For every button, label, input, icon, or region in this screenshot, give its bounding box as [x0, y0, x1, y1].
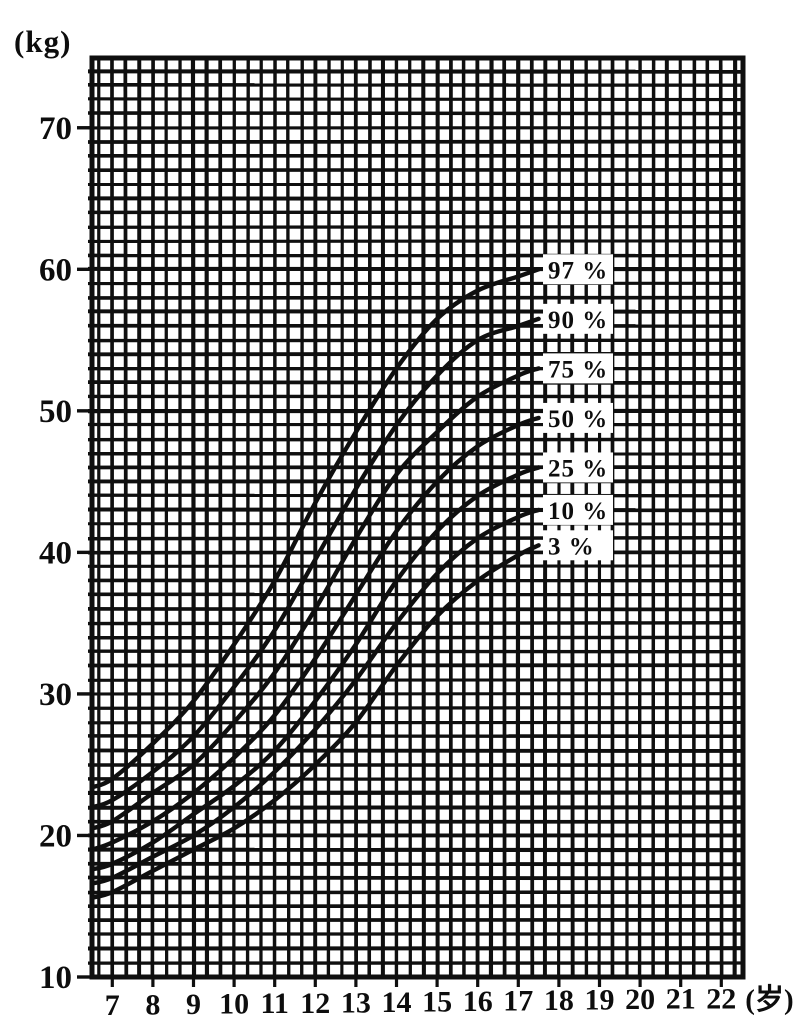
x-tick-label: 19	[585, 984, 615, 1017]
percentile-label-patch-75	[543, 353, 613, 384]
x-tick-label: 21	[666, 983, 696, 1016]
percentile-label-patch-25	[543, 452, 613, 483]
y-tick-label: 30	[39, 677, 72, 713]
y-tick-label: 40	[39, 535, 72, 571]
percentile-label-25: 25 %	[548, 455, 608, 482]
x-tick-label: 15	[422, 985, 452, 1018]
x-tick-label: 12	[300, 987, 330, 1020]
percentile-label-patch-10	[543, 494, 613, 525]
y-tick-label: 20	[39, 818, 72, 854]
x-tick-label: 18	[544, 984, 574, 1017]
percentile-label-90: 90 %	[548, 307, 608, 334]
x-tick-label: 7	[105, 989, 120, 1022]
plot-border	[89, 55, 746, 980]
percentile-curve-3	[89, 543, 541, 900]
percentile-curve-97	[89, 267, 541, 790]
y-axis-unit-label: (kg)	[14, 24, 72, 59]
percentile-label-10: 10 %	[548, 498, 608, 525]
x-tick-label: 14	[382, 986, 412, 1019]
x-axis-unit-label: (岁)	[745, 983, 793, 1016]
percentile-label-patch-50	[543, 402, 613, 433]
percentile-curve-50	[89, 415, 541, 852]
y-tick-label: 10	[39, 960, 72, 996]
percentile-label-patch-90	[543, 303, 613, 334]
x-tick-label: 9	[186, 988, 201, 1021]
grid-lines	[87, 57, 744, 978]
x-tick-label: 8	[145, 989, 160, 1022]
percentile-curve-90	[89, 316, 541, 810]
percentile-label-50: 50 %	[548, 406, 608, 433]
percentile-label-patch-97	[543, 254, 613, 285]
y-tick-label: 50	[39, 394, 72, 430]
x-tick-label: 17	[503, 985, 533, 1018]
x-tick-label: 13	[341, 986, 371, 1019]
x-tick-label: 10	[219, 988, 249, 1021]
percentile-label-patch-3	[543, 530, 613, 561]
percentile-label-3: 3 %	[548, 533, 595, 560]
percentile-label-75: 75 %	[548, 356, 608, 383]
x-tick-label: 11	[261, 987, 289, 1020]
percentile-curve-25	[89, 465, 541, 872]
x-tick-label: 16	[463, 985, 493, 1018]
percentile-curve-10	[89, 507, 541, 886]
x-tick-label: 22	[706, 982, 736, 1015]
y-tick-label: 70	[39, 111, 72, 147]
y-tick-label: 60	[39, 252, 72, 288]
percentile-curve-75	[89, 366, 541, 831]
x-tick-label: 20	[625, 983, 655, 1016]
percentile-label-97: 97 %	[548, 257, 608, 284]
